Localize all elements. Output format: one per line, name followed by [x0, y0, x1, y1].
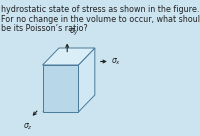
- Text: $\sigma_z$: $\sigma_z$: [23, 121, 33, 132]
- Polygon shape: [43, 65, 78, 112]
- Text: $\sigma_x$: $\sigma_x$: [111, 56, 121, 67]
- Text: be its Poisson’s ratio?: be its Poisson’s ratio?: [1, 24, 88, 33]
- Text: $\sigma_y$: $\sigma_y$: [69, 27, 80, 38]
- Polygon shape: [43, 48, 95, 65]
- Polygon shape: [78, 48, 95, 112]
- Text: For no change in the volume to occur, what should: For no change in the volume to occur, wh…: [1, 15, 200, 24]
- Text: hydrostatic state of stress as shown in the figure.: hydrostatic state of stress as shown in …: [1, 5, 200, 14]
